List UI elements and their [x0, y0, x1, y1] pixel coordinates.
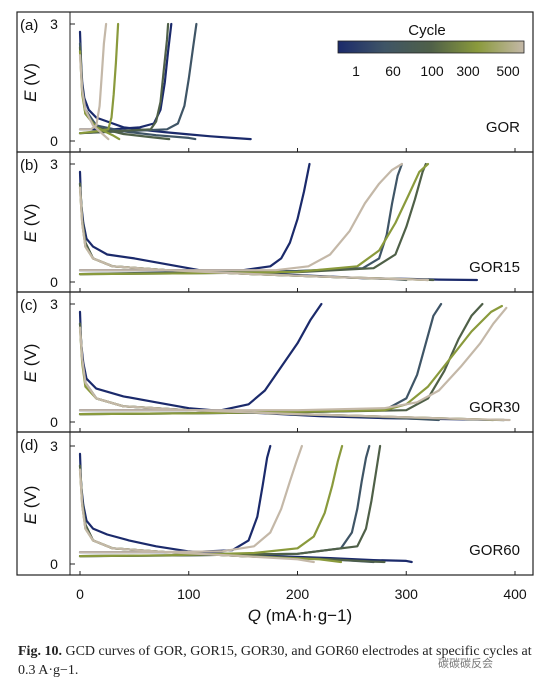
y-tick-label: 0 — [50, 414, 58, 430]
x-tick-label: 400 — [503, 586, 527, 602]
series-500-charge-curve — [78, 22, 108, 131]
series-500-charge-curve — [78, 444, 303, 554]
y-tick-label: 0 — [50, 274, 58, 290]
series-1-discharge-curve — [78, 452, 413, 564]
panel-frame — [16, 431, 534, 576]
x-tick-label: 300 — [395, 586, 419, 602]
x-tick-label: 0 — [76, 586, 84, 602]
y-tick-label: 3 — [50, 438, 58, 454]
panel-name: GOR15 — [469, 259, 520, 276]
y-tick-label: 0 — [50, 133, 58, 149]
caption-label: Fig. 10. — [18, 644, 62, 659]
series-500-charge-curve — [78, 162, 403, 272]
y-tick-label: 3 — [50, 296, 58, 312]
x-axis-label: Q (mA·h·g−1) — [248, 606, 352, 625]
series-1-charge-curve — [78, 444, 272, 554]
series-100-discharge-curve — [78, 182, 435, 282]
y-tick-label: 3 — [50, 16, 58, 32]
y-tick-label: 3 — [50, 156, 58, 172]
series-500-discharge-curve — [78, 54, 110, 141]
legend-title: Cycle — [408, 22, 446, 39]
series-300-charge-curve — [78, 22, 120, 135]
series-60-discharge-curve — [78, 464, 375, 564]
series-500-charge-curve — [78, 306, 508, 412]
legend-label: 500 — [496, 63, 520, 79]
series-500-discharge-curve — [78, 326, 511, 422]
series-1-charge-curve — [78, 162, 311, 272]
gcd-figure: 0 3 (a) E (V) GOR 0 3 (b) E (V) GOR15 0 3 (c) E (V) GO… — [16, 11, 534, 625]
x-tick-label: 100 — [177, 586, 201, 602]
series-300-discharge-curve — [78, 326, 506, 422]
x-tick-label: 200 — [286, 586, 310, 602]
y-axis-label: E (V) — [21, 204, 40, 243]
panel-label: (c) — [20, 297, 38, 314]
legend-label: 1 — [352, 63, 360, 79]
series-100-discharge-curve — [78, 322, 495, 422]
y-axis-label: E (V) — [21, 63, 40, 102]
panel-label: (d) — [20, 437, 38, 454]
figure-caption: Fig. 10. GCD curves of GOR, GOR15, GOR30… — [18, 642, 538, 680]
legend-label: 300 — [456, 63, 480, 79]
series-60-discharge-curve — [78, 322, 440, 422]
series-500-discharge-curve — [78, 468, 315, 564]
y-tick-label: 0 — [50, 556, 58, 572]
panel-name: GOR30 — [469, 399, 520, 416]
series-1-discharge-curve — [78, 310, 506, 422]
caption-text: GCD curves of GOR, GOR15, GOR30, and GOR… — [18, 644, 532, 678]
y-axis-label: E (V) — [21, 344, 40, 383]
series-500-discharge-curve — [78, 186, 430, 282]
legend-label: 100 — [420, 63, 444, 79]
panel-name: GOR — [486, 119, 520, 136]
series-300-charge-curve — [78, 304, 503, 416]
panel-label: (a) — [20, 17, 38, 34]
y-axis-label: E (V) — [21, 486, 40, 525]
panel-label: (b) — [20, 157, 38, 174]
legend-colorbar — [337, 40, 525, 54]
series-300-charge-curve — [78, 444, 344, 558]
watermark-text: 碳碳碳反会 — [438, 657, 493, 670]
series-100-charge-curve — [78, 22, 170, 135]
legend-label: 60 — [385, 63, 401, 79]
panel-name: GOR60 — [469, 542, 520, 559]
